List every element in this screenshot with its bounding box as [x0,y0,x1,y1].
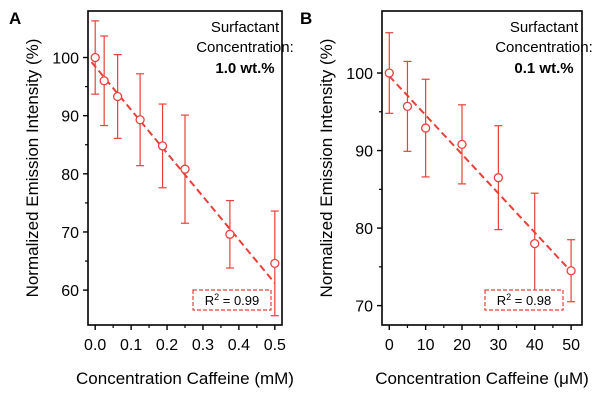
annotation-line2: Concentration: [495,39,593,56]
r2-symbol: R [497,293,506,308]
x-tick-label: 0.0 [84,337,106,354]
x-tick-label: 20 [453,337,471,354]
r2-value: = 0.98 [511,293,551,308]
r2-superscript: 2 [506,292,511,302]
r2-label: R2 = 0.99 [205,292,260,308]
data-point [90,52,100,63]
panel-label: B [300,9,312,28]
data-point [402,101,413,112]
x-tick-label: 0.2 [156,337,178,354]
data-point [135,115,145,125]
x-axis-label: Concentration Caffeine (mM) [76,369,294,388]
x-tick-label: 10 [417,337,435,354]
y-tick-label: 90 [61,109,79,126]
y-axis-label: Normalized Emission Intensity (%) [23,39,42,298]
x-axis-label: Concentration Caffeine (μM) [375,369,589,388]
x-tick-label: 0.1 [120,337,142,354]
x-tick-label: 30 [489,337,507,354]
y-tick-label: 100 [52,51,79,68]
x-tick-label: 0.4 [228,337,250,354]
fit-line [388,75,572,273]
annotation-concentration: 1.0 wt.% [215,60,274,77]
r2-superscript: 2 [214,292,219,302]
data-point [530,238,540,249]
y-tick-label: 80 [355,221,373,238]
data-point [157,141,168,151]
y-tick-label: 70 [61,225,79,242]
x-tick-label: 0.3 [192,337,214,354]
annotation-line1: Surfactant [211,19,280,36]
data-point [112,91,123,102]
data-point [225,229,235,239]
data-point [99,76,109,86]
x-tick-label: 40 [526,337,544,354]
panel-label: A [9,9,21,28]
x-tick-label: 50 [562,337,580,354]
data-point [566,266,576,276]
r2-label: R2 = 0.98 [497,292,552,308]
y-tick-label: 90 [355,144,373,161]
annotation-concentration: 0.1 wt.% [514,60,573,77]
chart-panel-a: A 0.0 0.1 0.2 0.3 0.4 0.5 60 70 80 90 100 Concentrat… [9,9,294,388]
r2-box [484,289,564,311]
y-axis-label: Normalized Emission Intensity (%) [317,39,336,298]
annotation-line2: Concentration: [196,39,294,56]
y-tick-label: 100 [346,66,373,83]
x-tick-label: 0.5 [264,337,286,354]
r2-symbol: R [205,293,214,308]
x-tick-label: 0 [385,337,394,354]
data-point [384,68,394,78]
plot-frame [381,10,583,326]
r2-box [192,289,272,311]
y-tick-label: 70 [355,299,373,316]
data-point [493,173,504,183]
data-point [270,258,280,269]
y-tick-label: 60 [61,283,79,300]
data-point [457,139,467,150]
r2-value: = 0.99 [219,293,259,308]
y-tick-label: 80 [61,167,79,184]
annotation-line1: Surfactant [510,19,579,36]
data-point [180,164,190,174]
data-point [420,123,431,133]
chart-panel-b: B 0 10 20 30 40 50 70 80 90 100 Concentration Caffe… [300,9,593,388]
